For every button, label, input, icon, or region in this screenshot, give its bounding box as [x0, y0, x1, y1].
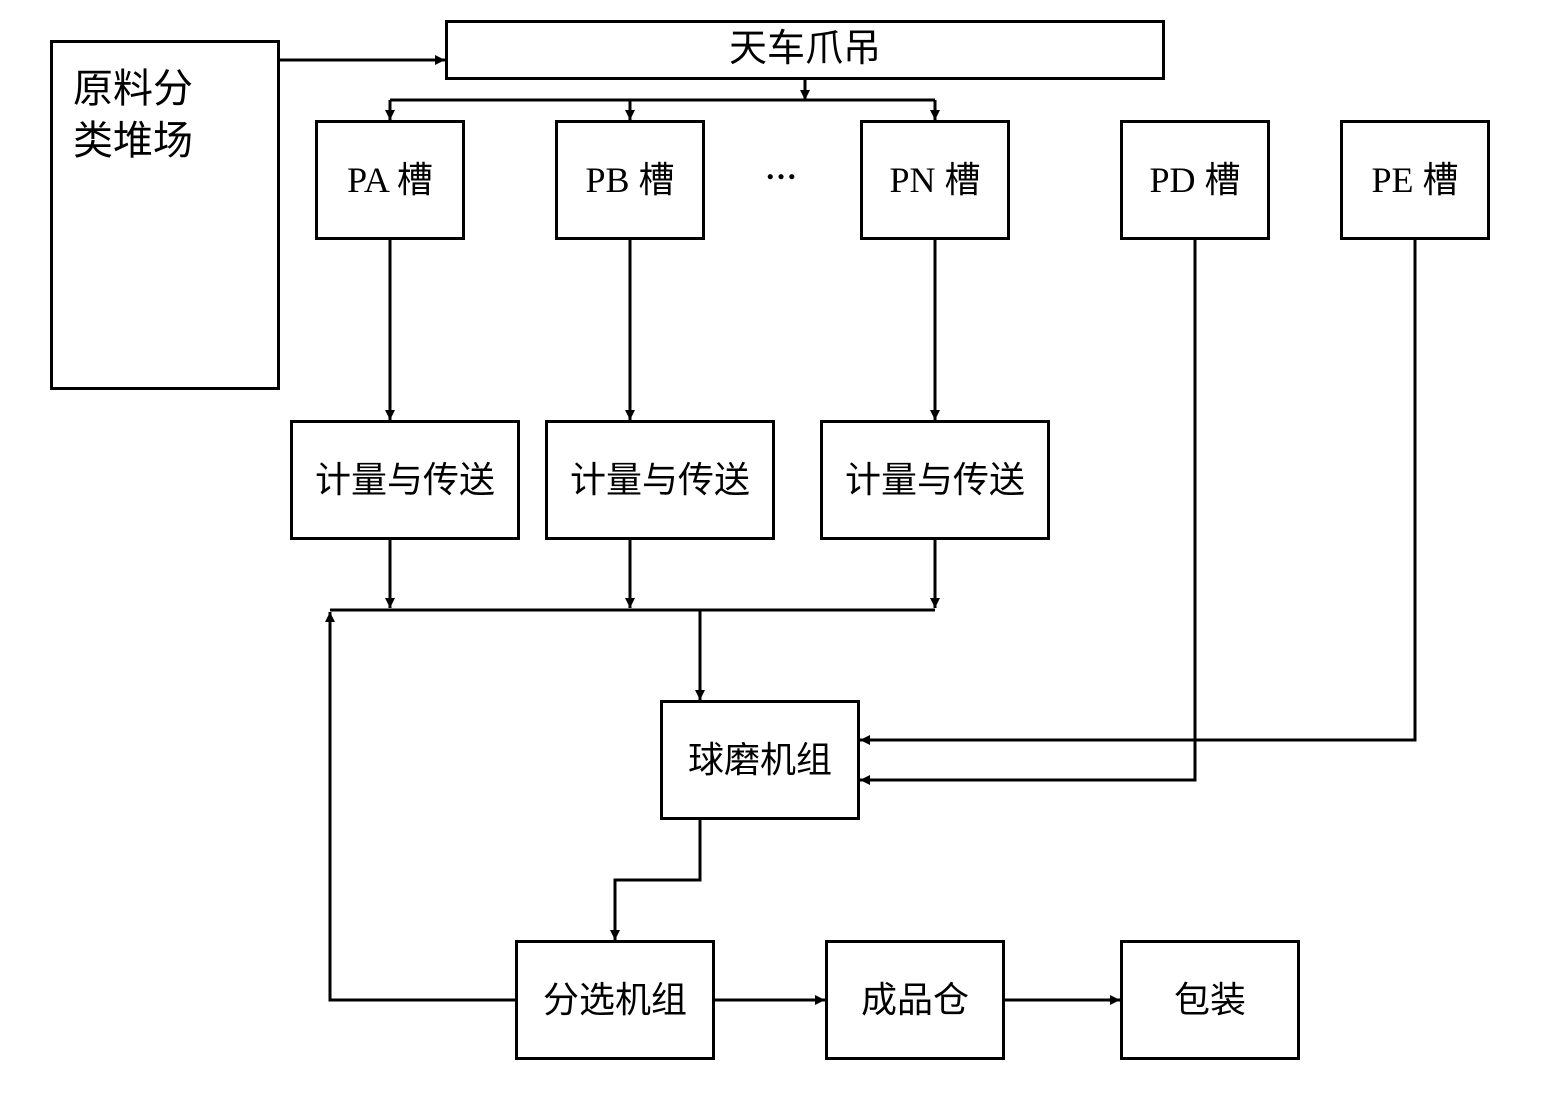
label-crane: 天车爪吊 [729, 25, 881, 74]
node-pd-slot: PD 槽 [1120, 120, 1270, 240]
node-meter-n: 计量与传送 [820, 420, 1050, 540]
node-pb-slot: PB 槽 [555, 120, 705, 240]
label-meter-n: 计量与传送 [845, 457, 1025, 504]
node-pe-slot: PE 槽 [1340, 120, 1490, 240]
label-meter-a: 计量与传送 [315, 457, 495, 504]
node-pn-slot: PN 槽 [860, 120, 1010, 240]
label-pa: PA 槽 [347, 157, 433, 204]
node-raw-yard: 原料分 类堆场 [50, 40, 280, 390]
label-pb: PB 槽 [585, 157, 674, 204]
label-pe: PE 槽 [1371, 157, 1458, 204]
label-pd: PD 槽 [1149, 157, 1240, 204]
label-sorter: 分选机组 [543, 977, 687, 1024]
node-meter-b: 计量与传送 [545, 420, 775, 540]
node-pa-slot: PA 槽 [315, 120, 465, 240]
node-crane: 天车爪吊 [445, 20, 1165, 80]
label-meter-b: 计量与传送 [570, 457, 750, 504]
label-ball-mill: 球磨机组 [688, 737, 832, 784]
label-pn: PN 槽 [889, 157, 980, 204]
ellipsis-slots: … [765, 150, 797, 187]
label-finished: 成品仓 [861, 977, 969, 1024]
node-meter-a: 计量与传送 [290, 420, 520, 540]
node-sorter: 分选机组 [515, 940, 715, 1060]
label-raw-yard: 原料分 类堆场 [73, 63, 193, 167]
node-packing: 包装 [1120, 940, 1300, 1060]
node-ball-mill: 球磨机组 [660, 700, 860, 820]
label-packing: 包装 [1174, 977, 1246, 1024]
node-finished: 成品仓 [825, 940, 1005, 1060]
